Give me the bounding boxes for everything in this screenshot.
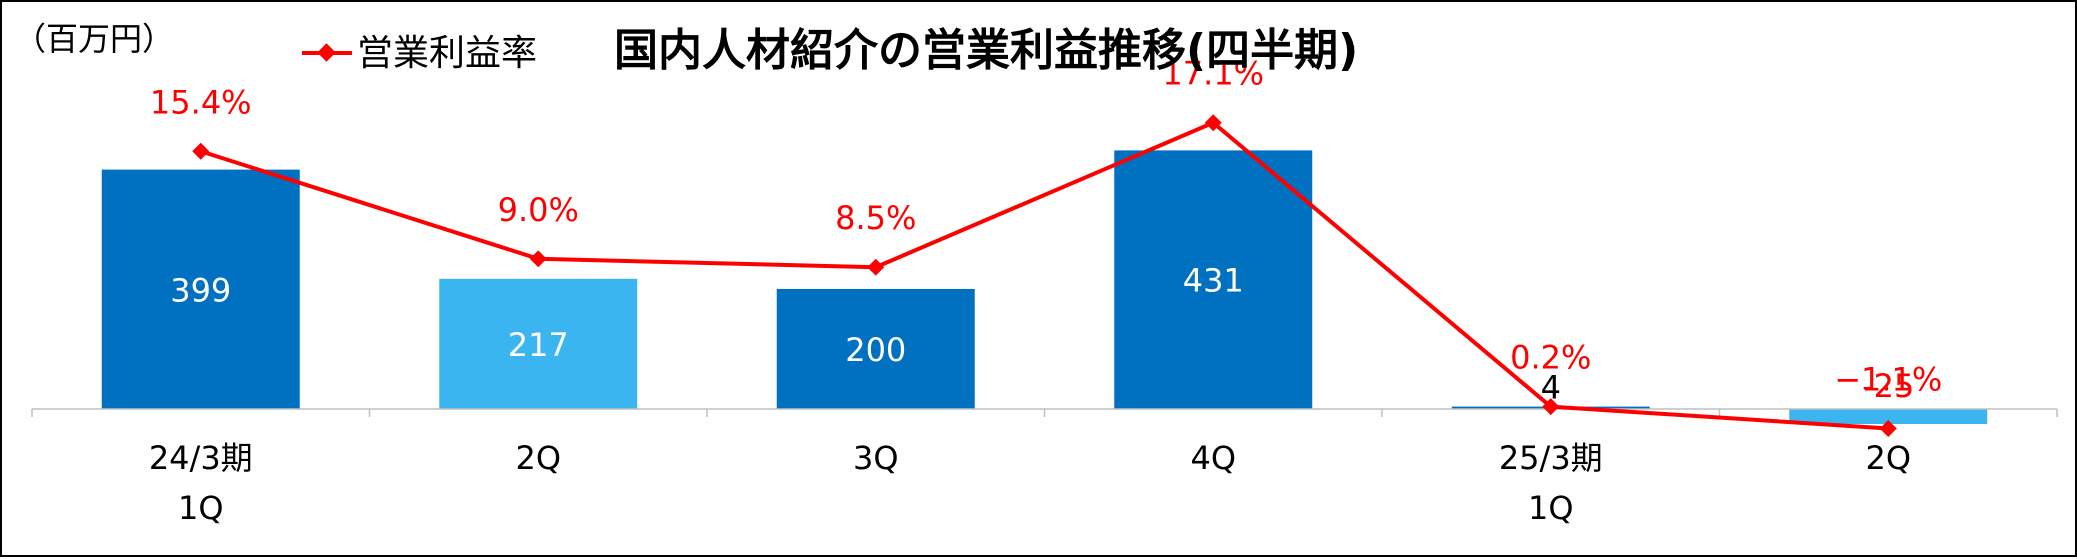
bar <box>1789 409 1988 424</box>
x-tick-label: 4Q <box>1190 439 1236 477</box>
bar <box>1114 150 1313 409</box>
line-point-marker <box>192 142 210 160</box>
x-tick-label: 24/3期 <box>149 439 253 477</box>
legend: 営業利益率 <box>302 33 537 74</box>
bar-value-label: 4 <box>1541 369 1561 407</box>
chart-title: 国内人材紹介の営業利益推移(四半期) <box>614 25 1358 76</box>
line-value-label: 15.4% <box>150 83 252 121</box>
bar-value-label: 200 <box>845 331 906 369</box>
x-tick-label-line2: 1Q <box>178 489 224 527</box>
bar-value-label: 217 <box>508 326 569 364</box>
labels-group: 399 217 200 431 4 -25 15.4% 9.0% 8.5% 17.1% 0.2% −1… <box>150 55 1942 407</box>
x-tick-label-line2: 1Q <box>1528 489 1574 527</box>
bar <box>439 278 638 409</box>
legend-label: 営業利益率 <box>357 33 537 74</box>
bar-value-label: -25 <box>1862 367 1914 405</box>
unit-label: （百万円） <box>14 20 174 58</box>
axis-group: 24/3期 1Q 2Q 3Q 4Q 25/3期 1Q 2Q <box>31 408 2058 527</box>
line-series-path <box>200 120 1889 431</box>
line-point-marker <box>867 258 885 276</box>
bar <box>101 169 300 409</box>
bar <box>776 289 975 409</box>
line-value-label: 9.0% <box>498 191 579 229</box>
line-value-label: 8.5% <box>835 199 916 237</box>
line-value-label: −1.1% <box>1834 360 1942 398</box>
x-tick-label: 2Q <box>1865 439 1911 477</box>
bar-value-label: 431 <box>1183 262 1244 300</box>
x-tick-label: 25/3期 <box>1499 439 1603 477</box>
line-value-label: 17.1% <box>1162 55 1264 93</box>
bar-value-label: 399 <box>170 271 231 309</box>
legend-diamond-icon <box>317 43 336 62</box>
bars-group <box>101 150 1988 424</box>
line-value-label: 0.2% <box>1510 339 1591 377</box>
x-tick-label: 2Q <box>515 439 561 477</box>
x-tick-label: 3Q <box>853 439 899 477</box>
line-point-marker <box>529 250 547 268</box>
